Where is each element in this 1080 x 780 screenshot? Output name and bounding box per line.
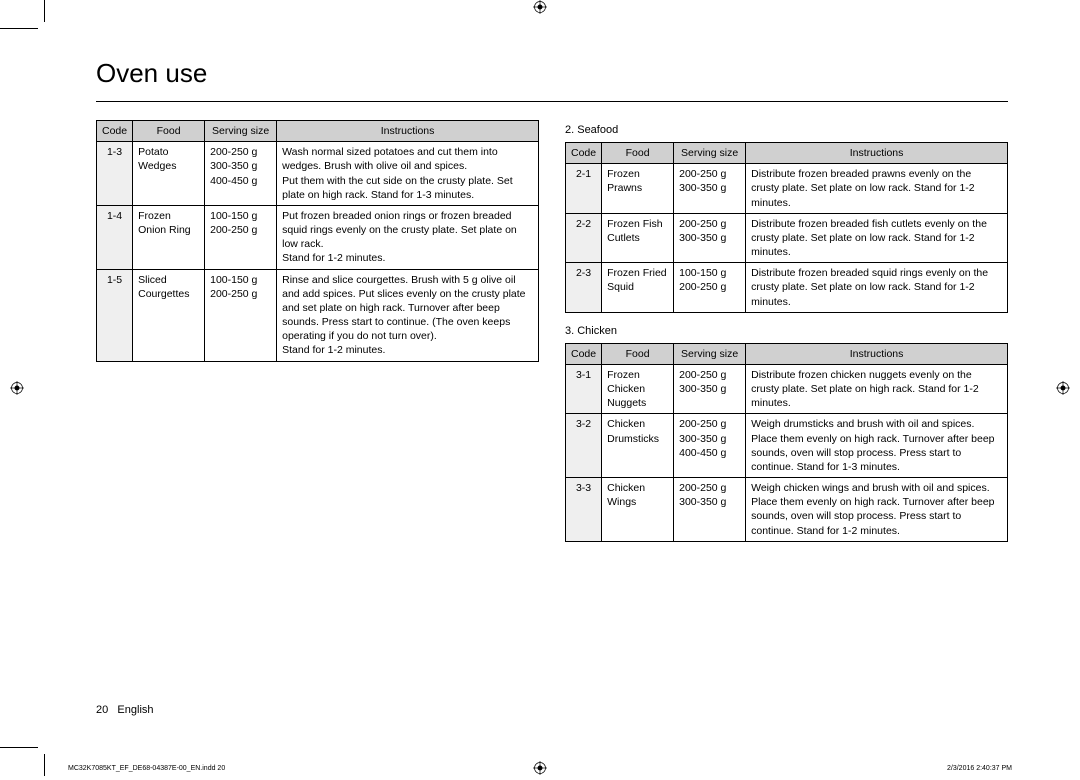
smallprint-filename: MC32K7085KT_EF_DE68-04387E-00_EN.indd 20 <box>68 765 225 772</box>
th-serving: Serving size <box>674 143 746 164</box>
cell-code: 3-1 <box>566 364 602 414</box>
th-instructions: Instructions <box>746 343 1008 364</box>
cell-serving: 200-250 g300-350 g <box>674 478 746 542</box>
th-code: Code <box>566 343 602 364</box>
cell-instructions: Rinse and slice courgettes. Brush with 5… <box>277 269 539 361</box>
cell-instructions: Wash normal sized potatoes and cut them … <box>277 142 539 206</box>
table-header-row: Code Food Serving size Instructions <box>566 143 1008 164</box>
column-right: 2. Seafood Code Food Serving size Instru… <box>565 120 1008 542</box>
page-title: Oven use <box>68 40 1012 95</box>
cell-code: 3-2 <box>566 414 602 478</box>
table-row: 2-2 Frozen Fish Cutlets 200-250 g300-350… <box>566 213 1008 263</box>
cell-serving: 200-250 g300-350 g <box>674 213 746 263</box>
crop-mark <box>0 28 38 29</box>
cell-serving: 100-150 g200-250 g <box>674 263 746 313</box>
registration-mark-icon <box>1056 381 1070 395</box>
cell-serving: 200-250 g300-350 g400-450 g <box>674 414 746 478</box>
registration-mark-icon <box>533 0 547 14</box>
cell-food: Potato Wedges <box>133 142 205 206</box>
cell-serving: 200-250 g300-350 g400-450 g <box>205 142 277 206</box>
cell-code: 2-1 <box>566 164 602 214</box>
footer-page-number: 20 <box>96 704 108 716</box>
th-food: Food <box>133 121 205 142</box>
title-rule <box>96 101 1008 102</box>
cell-food: Sliced Courgettes <box>133 269 205 361</box>
table-header-row: Code Food Serving size Instructions <box>566 343 1008 364</box>
cell-food: Frozen Fried Squid <box>602 263 674 313</box>
table-row: 3-3 Chicken Wings 200-250 g300-350 g Wei… <box>566 478 1008 542</box>
smallprint-bar: MC32K7085KT_EF_DE68-04387E-00_EN.indd 20… <box>68 765 1012 772</box>
crop-mark <box>0 747 38 748</box>
cell-instructions: Distribute frozen breaded fish cutlets e… <box>746 213 1008 263</box>
cell-instructions: Distribute frozen breaded squid rings ev… <box>746 263 1008 313</box>
page-content: Oven use Code Food Serving size Instruct… <box>68 40 1012 736</box>
cell-food: Chicken Drumsticks <box>602 414 674 478</box>
cell-serving: 100-150 g200-250 g <box>205 205 277 269</box>
section-label-seafood: 2. Seafood <box>565 124 1008 136</box>
cell-code: 1-5 <box>97 269 133 361</box>
cell-code: 1-4 <box>97 205 133 269</box>
page-footer: 20 English <box>96 704 154 716</box>
cell-code: 1-3 <box>97 142 133 206</box>
crop-mark <box>44 0 45 22</box>
table-row: 1-3 Potato Wedges 200-250 g300-350 g400-… <box>97 142 539 206</box>
table-row: 3-2 Chicken Drumsticks 200-250 g300-350 … <box>566 414 1008 478</box>
th-serving: Serving size <box>205 121 277 142</box>
column-left: Code Food Serving size Instructions 1-3 … <box>96 120 539 542</box>
content-columns: Code Food Serving size Instructions 1-3 … <box>68 120 1012 542</box>
table-row: 1-4 Frozen Onion Ring 100-150 g200-250 g… <box>97 205 539 269</box>
cell-instructions: Weigh drumsticks and brush with oil and … <box>746 414 1008 478</box>
table-chicken: Code Food Serving size Instructions 3-1 … <box>565 343 1008 542</box>
table-seafood: Code Food Serving size Instructions 2-1 … <box>565 142 1008 313</box>
th-food: Food <box>602 143 674 164</box>
cell-food: Frozen Prawns <box>602 164 674 214</box>
th-instructions: Instructions <box>277 121 539 142</box>
smallprint-timestamp: 2/3/2016 2:40:37 PM <box>947 765 1012 772</box>
table-row: 2-1 Frozen Prawns 200-250 g300-350 g Dis… <box>566 164 1008 214</box>
cell-code: 3-3 <box>566 478 602 542</box>
cell-food: Frozen Chicken Nuggets <box>602 364 674 414</box>
th-serving: Serving size <box>674 343 746 364</box>
cell-food: Frozen Onion Ring <box>133 205 205 269</box>
table-row: 1-5 Sliced Courgettes 100-150 g200-250 g… <box>97 269 539 361</box>
cell-food: Chicken Wings <box>602 478 674 542</box>
cell-serving: 100-150 g200-250 g <box>205 269 277 361</box>
table-vegetables: Code Food Serving size Instructions 1-3 … <box>96 120 539 362</box>
cell-serving: 200-250 g300-350 g <box>674 164 746 214</box>
th-code: Code <box>566 143 602 164</box>
cell-instructions: Put frozen breaded onion rings or frozen… <box>277 205 539 269</box>
table-row: 3-1 Frozen Chicken Nuggets 200-250 g300-… <box>566 364 1008 414</box>
cell-food: Frozen Fish Cutlets <box>602 213 674 263</box>
cell-code: 2-2 <box>566 213 602 263</box>
th-food: Food <box>602 343 674 364</box>
footer-language: English <box>117 704 153 716</box>
cell-serving: 200-250 g300-350 g <box>674 364 746 414</box>
section-label-chicken: 3. Chicken <box>565 325 1008 337</box>
registration-mark-icon <box>10 381 24 395</box>
cell-instructions: Weigh chicken wings and brush with oil a… <box>746 478 1008 542</box>
table-row: 2-3 Frozen Fried Squid 100-150 g200-250 … <box>566 263 1008 313</box>
cell-instructions: Distribute frozen chicken nuggets evenly… <box>746 364 1008 414</box>
cell-instructions: Distribute frozen breaded prawns evenly … <box>746 164 1008 214</box>
th-instructions: Instructions <box>746 143 1008 164</box>
th-code: Code <box>97 121 133 142</box>
table-header-row: Code Food Serving size Instructions <box>97 121 539 142</box>
cell-code: 2-3 <box>566 263 602 313</box>
crop-mark <box>44 754 45 776</box>
